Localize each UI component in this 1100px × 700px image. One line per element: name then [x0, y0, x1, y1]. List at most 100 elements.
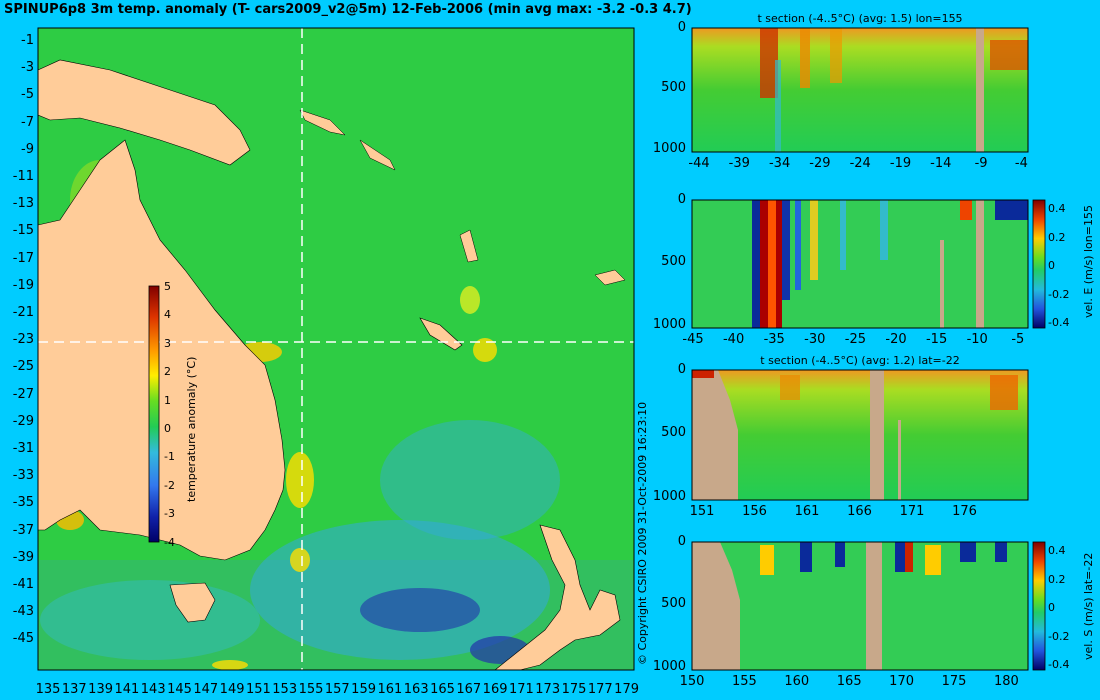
colorbar-tick-label: -1	[164, 450, 175, 464]
lon-tick-label: 157	[324, 682, 350, 697]
x-tick-label: 180	[993, 674, 1019, 689]
x-tick-label: -15	[925, 332, 948, 347]
depth-tick-label: 0	[677, 534, 686, 549]
lat-tick-label: -17	[12, 250, 34, 266]
x-tick-label: -10	[966, 332, 988, 347]
x-tick-label: -4	[1014, 156, 1028, 171]
colorbar-tick-label: 4	[164, 308, 171, 322]
x-tick-label: 165	[836, 674, 862, 689]
lon-tick-label: 139	[88, 682, 114, 697]
x-tick-label: -30	[804, 332, 826, 347]
depth-tick-label: 1000	[652, 316, 686, 332]
x-tick-label: -9	[974, 156, 988, 171]
lon-tick-label: 167	[456, 682, 482, 697]
lon-tick-label: 163	[403, 682, 429, 697]
lat-tick-label: -25	[12, 359, 34, 375]
x-tick-label: 156	[742, 504, 767, 519]
lat-tick-label: -35	[12, 495, 34, 511]
depth-tick-label: 0	[677, 362, 686, 377]
depth-tick-label: 1000	[652, 140, 686, 156]
x-tick-label: -24	[849, 156, 871, 171]
lon-tick-label: 137	[61, 682, 87, 697]
lon-tick-label: 151	[245, 682, 271, 697]
section-title: t section (-4..5°C) (avg: 1.2) lat=-22	[760, 354, 960, 367]
lon-tick-label: 173	[535, 682, 561, 697]
land-australia	[37, 139, 286, 561]
lon-tick-label: 153	[272, 682, 298, 697]
lon-tick-label: 177	[587, 682, 613, 697]
panel-2	[691, 199, 1046, 329]
x-tick-label: 171	[899, 504, 925, 519]
x-tick-label: 170	[889, 674, 915, 689]
lat-tick-label: -45	[12, 631, 34, 647]
vel-colorbar-tick: -0.2	[1048, 629, 1070, 643]
colorbar-tick-label: 2	[164, 365, 171, 379]
lat-tick-label: -15	[12, 223, 34, 239]
lat-tick-label: -13	[12, 196, 34, 212]
depth-tick-label: 500	[661, 80, 686, 96]
depth-tick-label: 0	[677, 20, 686, 35]
lon-tick-label: 161	[377, 682, 403, 697]
x-tick-label: -35	[763, 332, 785, 347]
depth-tick-label: 500	[661, 254, 686, 270]
x-tick-label: -44	[688, 156, 710, 171]
x-tick-label: -19	[889, 156, 912, 171]
lat-tick-label: -33	[12, 468, 34, 484]
land-new-zealand	[494, 524, 621, 671]
vel-colorbar-tick: 0.2	[1048, 572, 1066, 586]
land-tasmania	[169, 582, 216, 623]
depth-tick-label: 0	[677, 192, 686, 207]
page-title: SPINUP6p8 3m temp. anomaly (T- cars2009_…	[4, 2, 692, 17]
x-tick-label: 160	[784, 674, 810, 689]
lat-tick-label: -1	[21, 33, 34, 48]
colorbar-label: temperature anomaly (°C)	[185, 356, 198, 502]
lon-tick-label: 149	[219, 682, 245, 697]
copyright-text: © Copyright CSIRO 2009 31-Oct-2009 16:23…	[636, 401, 649, 665]
lat-tick-label: -39	[12, 549, 34, 565]
x-tick-label: -39	[728, 156, 750, 171]
vel-colorbar-tick: 0	[1048, 259, 1055, 272]
land-new-caledonia	[419, 317, 463, 351]
x-tick-label: 151	[689, 504, 715, 519]
x-tick-label: 155	[731, 674, 757, 689]
land-new-guinea	[37, 59, 251, 166]
vel-colorbar-tick: 0.4	[1048, 544, 1066, 557]
colorbar-tick-label: -4	[164, 535, 175, 549]
x-tick-label: -34	[768, 156, 791, 171]
vel-colorbar-label: vel. S (m/s) lat=-22	[1082, 552, 1095, 660]
lon-tick-label: 175	[561, 682, 587, 697]
lon-tick-label: 141	[114, 682, 140, 697]
colorbar-tick-label: 3	[164, 336, 171, 350]
lon-tick-label: 145	[167, 682, 192, 697]
x-tick-label: 166	[847, 504, 872, 519]
lat-tick-label: -23	[12, 332, 34, 348]
x-tick-label: 161	[794, 504, 820, 519]
depth-tick-label: 500	[661, 596, 686, 612]
x-tick-label: -40	[722, 332, 745, 347]
x-tick-label: -25	[844, 332, 867, 347]
lon-tick-label: 165	[430, 682, 455, 697]
lat-tick-label: -41	[12, 577, 34, 592]
vel-colorbar-label: vel. E (m/s) lon=155	[1082, 205, 1095, 318]
colorbar-tick-label: 0	[164, 422, 171, 435]
lat-tick-label: -3	[21, 60, 34, 76]
lat-tick-label: -29	[12, 413, 34, 429]
section-title: t section (-4..5°C) (avg: 1.5) lon=155	[757, 12, 963, 25]
lat-tick-label: -9	[21, 141, 34, 157]
lat-tick-label: -7	[21, 114, 34, 130]
lon-tick-label: 169	[482, 682, 508, 697]
lat-tick-label: -43	[12, 604, 34, 620]
x-tick-label: 175	[941, 674, 967, 689]
vel-colorbar-tick: -0.4	[1048, 658, 1070, 671]
lon-tick-label: 155	[298, 682, 324, 697]
vel-colorbar-tick: 0.4	[1048, 202, 1066, 215]
map-area	[37, 27, 635, 671]
x-tick-label: 176	[952, 504, 977, 519]
vel-colorbar-tick: 0	[1048, 601, 1055, 614]
lon-tick-label: 159	[351, 682, 377, 697]
vel-colorbar-tick: -0.4	[1048, 316, 1070, 329]
lon-tick-label: 143	[140, 682, 166, 697]
colorbar-tick-label: -2	[164, 478, 175, 492]
x-tick-label: -29	[809, 156, 831, 171]
